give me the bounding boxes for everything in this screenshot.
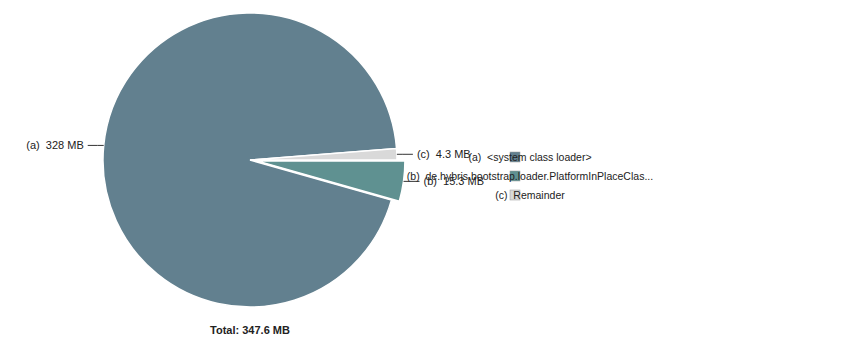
svg-text:(a) 328 MB: (a) 328 MB — [26, 139, 83, 151]
svg-text:(c) Remainder: (c) Remainder — [495, 189, 565, 201]
svg-text:Total: 347.6 MB: Total: 347.6 MB — [210, 324, 290, 336]
svg-text:(a) <system class loader>: (a) <system class loader> — [468, 151, 591, 163]
svg-text:(c) 4.3 MB: (c) 4.3 MB — [417, 148, 471, 160]
svg-text:(b) de.hybris.bootstrap.loade: (b) de.hybris.bootstrap.loader.PlatformI… — [407, 170, 653, 182]
